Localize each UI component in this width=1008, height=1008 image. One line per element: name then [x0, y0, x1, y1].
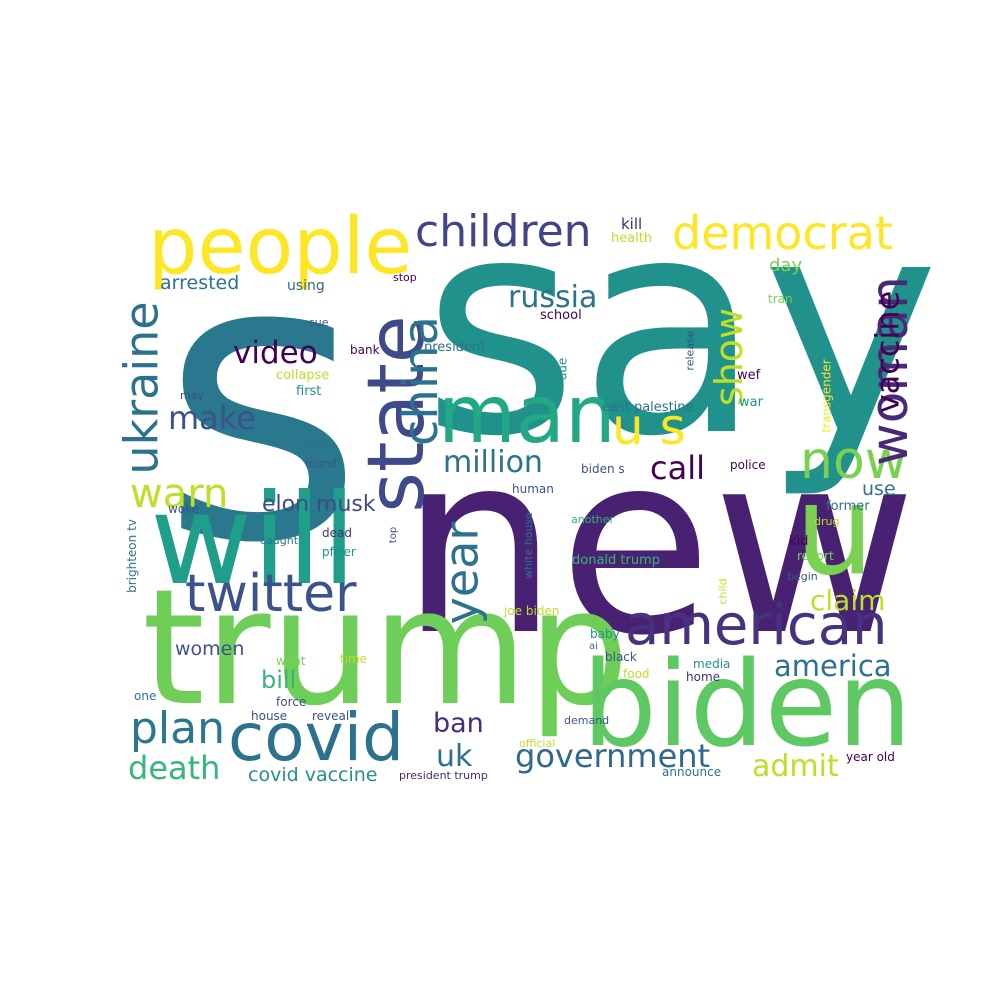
- word-pfizer: pfizer: [322, 545, 356, 559]
- word-report: report: [797, 549, 834, 563]
- word-year: year: [434, 521, 489, 625]
- word-elon-musk: elon musk: [262, 492, 376, 517]
- word-covid: covid: [228, 699, 404, 776]
- word-begin: begin: [787, 570, 818, 583]
- word-food: food: [623, 667, 650, 681]
- word-american: american: [625, 593, 888, 658]
- word-found: found: [305, 457, 337, 470]
- word-america: america: [774, 649, 892, 683]
- word-stop: stop: [393, 271, 417, 284]
- word-day: day: [769, 255, 803, 276]
- word-kid: kid: [789, 534, 809, 549]
- word-death: death: [128, 749, 221, 787]
- word-arrested: arrested: [160, 272, 240, 294]
- word-trump: trump: [142, 554, 630, 741]
- word-transgender: transgender: [819, 359, 834, 433]
- word-brighteon-tv: brighteon tv: [124, 519, 139, 593]
- word-china: china: [392, 316, 449, 446]
- word-donald-trump: donald trump: [572, 553, 661, 568]
- word-show: show: [707, 307, 752, 407]
- word-official: official: [519, 737, 556, 750]
- word-human: human: [512, 482, 554, 496]
- word-president-trump: president trump: [399, 769, 488, 782]
- word-baby: baby: [590, 627, 620, 641]
- word-caught: caught: [260, 534, 299, 547]
- word-use: use: [862, 478, 896, 500]
- word-new: new: [400, 399, 917, 690]
- word-warn: warn: [130, 471, 229, 517]
- word-time: time: [340, 652, 368, 666]
- word-president: president: [424, 340, 486, 355]
- word-vaccine: vaccine: [868, 290, 907, 414]
- word-ban: ban: [433, 708, 484, 739]
- word-man: man: [438, 368, 616, 461]
- word-health: health: [611, 231, 653, 246]
- word-woke: woke: [168, 502, 200, 516]
- word-biden-s: biden s: [581, 462, 625, 476]
- word-wef: wef: [737, 368, 761, 383]
- word-force: force: [276, 695, 307, 709]
- word-tran: tran: [768, 292, 793, 306]
- word-former: former: [826, 499, 870, 514]
- word-u: u: [795, 458, 875, 603]
- word-s: s: [160, 173, 365, 629]
- word-bank: bank: [350, 343, 380, 357]
- word-another: another: [571, 513, 615, 526]
- word-democrat: democrat: [672, 206, 893, 260]
- word-year-old: year old: [846, 750, 895, 764]
- word-will: will: [150, 468, 357, 613]
- word-reveal: reveal: [312, 709, 350, 723]
- word-top: top: [388, 526, 400, 544]
- word-black: black: [605, 650, 637, 664]
- word-uk: uk: [436, 739, 473, 774]
- word-admit: admit: [752, 749, 839, 784]
- word-u-s: u s: [612, 398, 686, 456]
- word-video: video: [233, 335, 318, 371]
- word-east-palestine: east palestine: [602, 400, 694, 415]
- word-ai: ai: [589, 641, 598, 652]
- word-call: call: [650, 449, 705, 487]
- word-may: may: [180, 389, 204, 402]
- word-claim: claim: [810, 584, 886, 617]
- word-plan: plan: [130, 703, 226, 754]
- word-collapse: collapse: [276, 368, 330, 383]
- word-biden: biden: [582, 635, 912, 773]
- word-using: using: [287, 278, 325, 294]
- word-women: women: [175, 638, 245, 660]
- word-house: house: [251, 709, 288, 723]
- word-demand: demand: [564, 714, 610, 727]
- word-twitter: twitter: [185, 564, 357, 624]
- word-police: police: [730, 458, 766, 472]
- word-due: due: [555, 357, 570, 381]
- word-release: release: [683, 330, 697, 371]
- word-joe-biden: joe biden: [504, 604, 560, 618]
- word-sue: sue: [309, 316, 329, 329]
- word-war: war: [739, 395, 763, 410]
- word-home: home: [686, 670, 721, 684]
- word-kill: kill: [621, 215, 643, 233]
- word-million: million: [443, 445, 543, 480]
- word-russia: russia: [508, 280, 598, 315]
- word-texas: texas: [305, 438, 335, 451]
- word-people: people: [148, 202, 413, 292]
- word-government: government: [515, 737, 711, 775]
- word-announce: announce: [662, 765, 722, 779]
- word-say: say: [422, 153, 940, 502]
- word-covid-vaccine: covid vaccine: [248, 764, 378, 786]
- word-white-house: white house: [521, 512, 535, 579]
- word-now: now: [800, 431, 908, 491]
- word-media: media: [693, 657, 731, 671]
- word-one: one: [134, 689, 157, 703]
- word-make: make: [168, 399, 256, 437]
- word-children: children: [415, 206, 592, 257]
- word-dead: dead: [322, 526, 352, 540]
- word-bill: bill: [261, 666, 297, 694]
- word-ukraine: ukraine: [114, 301, 169, 475]
- word-drug: drug: [814, 515, 840, 528]
- word-want: want: [276, 654, 306, 668]
- word-child: child: [716, 578, 730, 605]
- word-school: school: [540, 308, 582, 323]
- word-first: first: [296, 384, 322, 399]
